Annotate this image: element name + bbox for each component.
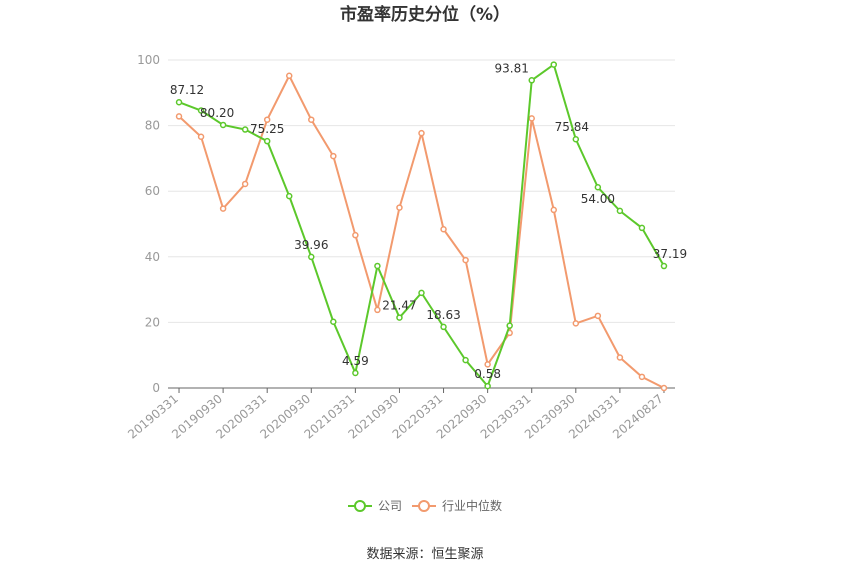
data-label: 21.47 [382, 299, 416, 313]
data-point[interactable] [241, 126, 249, 133]
data-point[interactable] [440, 225, 447, 233]
legend-label: 公司 [378, 499, 402, 513]
data-point[interactable] [572, 135, 580, 143]
data-point[interactable] [352, 369, 359, 377]
data-point[interactable] [374, 306, 381, 314]
data-point[interactable] [418, 289, 425, 297]
data-point[interactable] [484, 361, 491, 368]
data-label: 87.12 [170, 83, 204, 97]
legend-swatch-marker [418, 500, 430, 512]
data-point[interactable] [219, 205, 227, 212]
data-point[interactable] [616, 354, 624, 361]
data-point[interactable] [616, 207, 624, 215]
data-point[interactable] [484, 382, 491, 390]
data-label: 18.63 [426, 308, 460, 322]
y-tick-label: 100 [137, 53, 160, 67]
data-point[interactable] [506, 322, 513, 329]
data-point[interactable] [440, 323, 447, 331]
data-point[interactable] [638, 224, 646, 232]
data-point[interactable] [197, 133, 205, 141]
data-point[interactable] [638, 373, 646, 381]
data-point[interactable] [528, 77, 535, 84]
legend-label: 行业中位数 [442, 498, 502, 513]
data-point[interactable] [330, 152, 337, 160]
data-point[interactable] [462, 256, 469, 264]
data-label: 39.96 [294, 238, 328, 252]
source-note: 数据来源：恒生聚源 [366, 547, 483, 562]
data-point[interactable] [418, 129, 425, 137]
data-point[interactable] [308, 253, 315, 261]
data-point[interactable] [308, 116, 315, 123]
data-point[interactable] [550, 61, 558, 68]
data-labels: 87.12 80.20 75.25 39.96 4.59 21.47 18.63 0.58 93… [170, 61, 687, 381]
data-point[interactable] [550, 206, 558, 214]
data-point[interactable] [175, 98, 183, 106]
legend-swatch-marker [354, 500, 366, 512]
data-label: 4.59 [342, 354, 369, 368]
legend-item-1[interactable]: 行业中位数 [412, 498, 502, 513]
data-point[interactable] [263, 116, 271, 123]
series-line-0 [178, 63, 665, 388]
data-label: 93.81 [495, 61, 529, 75]
data-point[interactable] [219, 121, 227, 129]
data-point[interactable] [594, 312, 602, 320]
y-tick-label: 20 [145, 315, 160, 329]
y-tick-label: 0 [152, 381, 160, 395]
data-point[interactable] [572, 320, 580, 327]
data-point[interactable] [660, 384, 668, 392]
data-point[interactable] [396, 314, 403, 321]
data-label: 75.25 [250, 122, 284, 136]
data-point[interactable] [462, 356, 469, 364]
data-point[interactable] [197, 107, 205, 114]
data-point[interactable] [594, 184, 602, 191]
y-tick-label: 80 [145, 119, 160, 133]
y-tick-label: 60 [145, 184, 160, 198]
data-point[interactable] [660, 262, 668, 270]
data-point[interactable] [285, 192, 293, 200]
series-layer [175, 61, 668, 392]
chart-title: 市盈率历史分位（%） [340, 4, 510, 25]
data-label: 37.19 [653, 247, 687, 261]
data-point[interactable] [175, 113, 183, 120]
data-label: 54.00 [581, 192, 615, 206]
data-point[interactable] [330, 318, 337, 325]
data-point[interactable] [263, 137, 271, 145]
grid-lines [168, 59, 675, 323]
data-label: 0.58 [474, 367, 501, 381]
data-point[interactable] [241, 180, 249, 188]
data-point[interactable] [285, 72, 293, 79]
data-point[interactable] [352, 231, 359, 239]
y-tick-label: 40 [145, 250, 160, 264]
data-label: 80.20 [200, 106, 234, 120]
legend[interactable]: 公司 行业中位数 [348, 498, 502, 513]
data-point[interactable] [528, 115, 535, 122]
legend-item-0[interactable]: 公司 [348, 499, 402, 513]
x-axis: 2019033120190930202003312020093020210331… [125, 387, 675, 442]
data-label: 75.84 [555, 120, 589, 134]
data-point[interactable] [374, 262, 381, 270]
data-point[interactable] [396, 204, 403, 211]
y-axis: 0 20 40 60 80 100 [137, 53, 160, 395]
